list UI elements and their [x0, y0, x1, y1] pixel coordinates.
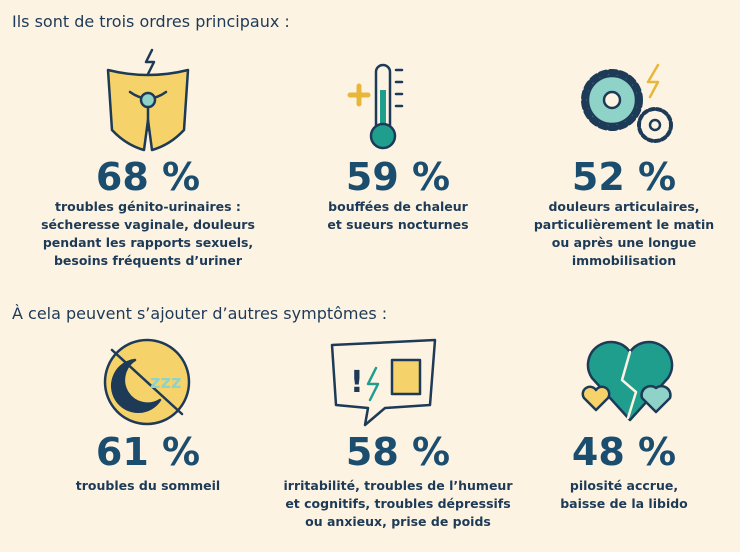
icon-thermometer — [347, 63, 404, 150]
description-line: irritabilité, troubles de l’humeur — [284, 478, 514, 493]
description-line: baisse de la libido — [560, 496, 688, 511]
svg-text:!: ! — [350, 365, 364, 400]
section-heading: À cela peuvent s’ajouter d’autres symptô… — [12, 304, 387, 323]
icon-pelvis — [106, 48, 190, 152]
description-line: troubles du sommeil — [76, 478, 220, 493]
description-line: immobilisation — [572, 253, 676, 268]
percentage: 52 % — [572, 155, 676, 199]
description-line: ou anxieux, prise de poids — [305, 514, 491, 529]
description-line: et sueurs nocturnes — [327, 217, 468, 232]
percentage: 61 % — [96, 430, 200, 474]
percentage: 59 % — [346, 155, 450, 199]
percentage: 58 % — [346, 430, 450, 474]
percentage: 48 % — [572, 430, 676, 474]
content: Ils sont de trois ordres principaux : 68 … — [12, 12, 714, 529]
description-line: ou après une longue — [552, 235, 696, 250]
description-line: pilosité accrue, — [570, 478, 678, 493]
description-line: sécheresse vaginale, douleurs — [41, 217, 255, 232]
description-line: douleurs articulaires, — [548, 199, 699, 214]
percentage: 68 % — [96, 155, 200, 199]
icon-gears — [581, 63, 673, 143]
description-line: pendant les rapports sexuels, — [43, 235, 253, 250]
svg-text:zzz: zzz — [150, 372, 181, 393]
section-heading: Ils sont de trois ordres principaux : — [12, 12, 290, 31]
description-line: troubles génito-urinaires : — [55, 199, 241, 214]
icon-sleep: zzz — [103, 338, 191, 426]
description-line: bouffées de chaleur — [328, 199, 468, 214]
icon-bubble: ! — [330, 338, 437, 427]
description-line: et cognitifs, troubles dépressifs — [285, 496, 510, 511]
description-line: particulièrement le matin — [534, 217, 714, 232]
icon-hearts — [581, 340, 674, 422]
description-line: besoins fréquents d’uriner — [54, 253, 243, 268]
